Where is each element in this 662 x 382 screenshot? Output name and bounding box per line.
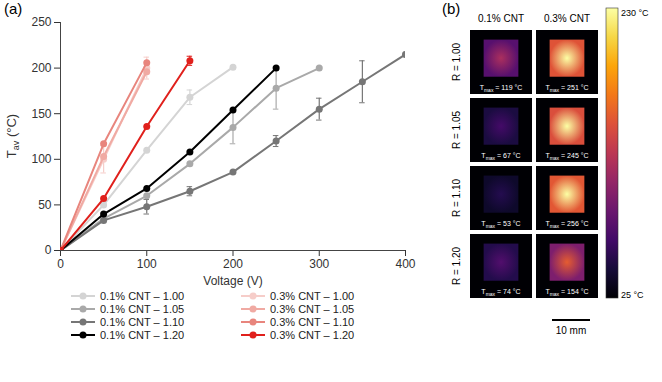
- svg-text:Tmax = 74 °C: Tmax = 74 °C: [481, 288, 520, 297]
- svg-text:Tmax = 67 °C: Tmax = 67 °C: [481, 152, 520, 161]
- svg-text:Tmax = 53 °C: Tmax = 53 °C: [481, 220, 520, 229]
- svg-text:(b): (b): [442, 0, 460, 17]
- svg-text:300: 300: [309, 257, 329, 271]
- svg-text:R = 1.10: R = 1.10: [451, 179, 462, 218]
- html-text:0.1% CNT – 1.00: 0.1% CNT – 1.00: [100, 290, 185, 302]
- svg-text:0: 0: [57, 257, 64, 271]
- svg-text:Tmax = 245 °C: Tmax = 245 °C: [545, 152, 588, 161]
- svg-text:Tmax = 119 °C: Tmax = 119 °C: [480, 84, 523, 93]
- svg-text:R = 1.20: R = 1.20: [451, 247, 462, 286]
- svg-text:Tav (°C): Tav (°C): [4, 114, 21, 158]
- svg-text:Tmax = 251 °C: Tmax = 251 °C: [545, 84, 588, 93]
- svg-text:200: 200: [31, 61, 51, 75]
- html-text:0.3% CNT – 1.00: 0.3% CNT – 1.00: [270, 290, 355, 302]
- html-text:0.1% CNT – 1.05: 0.1% CNT – 1.05: [100, 303, 185, 315]
- html-text:0.1% CNT – 1.20: 0.1% CNT – 1.20: [100, 329, 185, 341]
- svg-text:230 °C: 230 °C: [621, 8, 649, 18]
- html-text:0.1% CNT – 1.10: 0.1% CNT – 1.10: [100, 316, 185, 328]
- svg-text:10 mm: 10 mm: [556, 325, 587, 336]
- svg-text:200: 200: [223, 257, 243, 271]
- svg-text:0.1% CNT: 0.1% CNT: [478, 13, 524, 24]
- svg-text:R = 1.00: R = 1.00: [451, 43, 462, 82]
- svg-text:50: 50: [38, 198, 52, 212]
- svg-text:Tmax = 154 °C: Tmax = 154 °C: [545, 288, 588, 297]
- html-text:(a): (a): [4, 0, 23, 17]
- svg-text:250: 250: [31, 15, 51, 29]
- svg-text:400: 400: [395, 257, 415, 271]
- svg-text:150: 150: [31, 107, 51, 121]
- svg-text:100: 100: [137, 257, 157, 271]
- html-text:0.3% CNT – 1.05: 0.3% CNT – 1.05: [270, 303, 355, 315]
- svg-text:0: 0: [45, 243, 52, 257]
- svg-text:100: 100: [31, 152, 51, 166]
- html-text:0.3% CNT – 1.20: 0.3% CNT – 1.20: [270, 329, 355, 341]
- svg-text:0.3% CNT: 0.3% CNT: [544, 13, 590, 24]
- svg-text:Tmax = 256 °C: Tmax = 256 °C: [545, 220, 588, 229]
- svg-text:R = 1.05: R = 1.05: [451, 111, 462, 150]
- svg-text:25 °C: 25 °C: [621, 290, 644, 300]
- svg-text:Voltage (V): Voltage (V): [203, 274, 262, 288]
- html-text:0.3% CNT – 1.10: 0.3% CNT – 1.10: [270, 316, 355, 328]
